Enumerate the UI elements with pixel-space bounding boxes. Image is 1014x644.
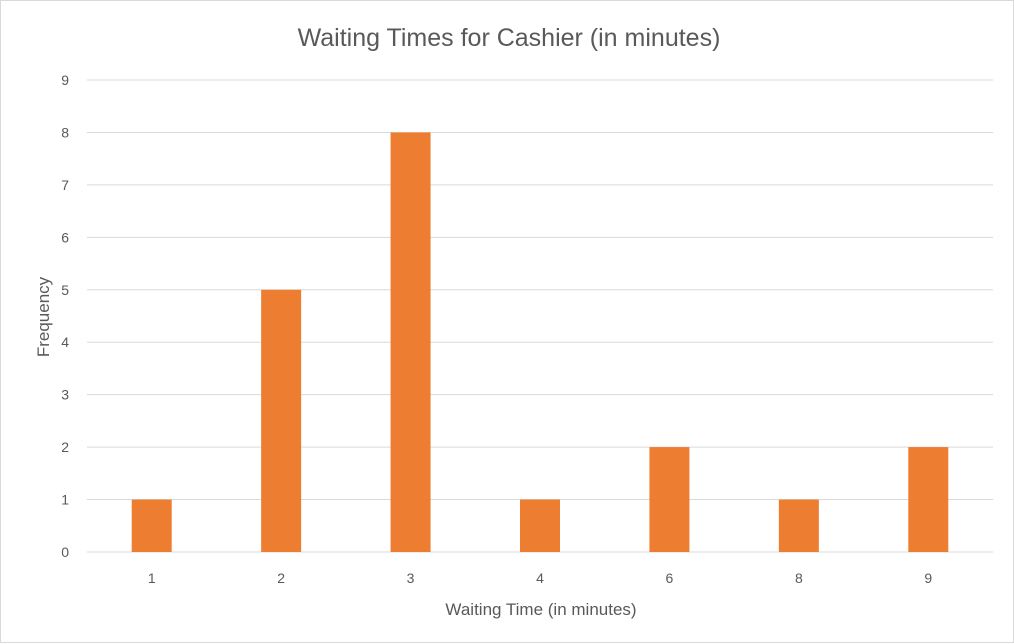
y-tick-label: 6 [61,229,69,245]
x-tick-label: 2 [277,570,285,586]
y-tick-label: 5 [61,282,69,298]
y-tick-label: 3 [61,387,69,403]
bar-1 [131,499,172,552]
x-axis-tick-labels: 1 2 3 4 6 8 9 [148,570,933,586]
x-tick-label: 1 [148,570,156,586]
bar-9 [908,447,949,552]
y-tick-label: 9 [61,72,69,88]
bar-3 [390,132,431,552]
x-tick-label: 9 [924,570,932,586]
y-axis-tick-labels: 0 1 2 3 4 5 6 7 8 9 [61,72,69,560]
x-tick-label: 3 [407,570,415,586]
y-tick-label: 4 [61,334,69,350]
y-tick-label: 0 [61,544,69,560]
y-tick-label: 1 [61,492,69,508]
x-axis-title: Waiting Time (in minutes) [445,600,636,619]
bars [131,132,949,552]
y-tick-label: 8 [61,124,69,140]
y-axis-title: Frequency [34,276,53,357]
chart-title: Waiting Times for Cashier (in minutes) [298,24,721,52]
bar-8 [778,499,819,552]
bar-2 [261,289,302,552]
bar-6 [649,447,690,552]
y-tick-label: 2 [61,439,69,455]
gridlines [87,79,993,553]
x-tick-label: 8 [795,570,803,586]
y-tick-label: 7 [61,177,69,193]
x-tick-label: 4 [536,570,544,586]
x-tick-label: 6 [666,570,674,586]
bar-4 [520,499,560,552]
